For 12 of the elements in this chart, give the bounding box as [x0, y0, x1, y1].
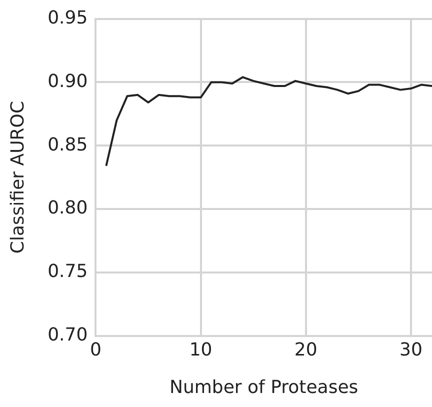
x-axis-title: Number of Proteases [170, 376, 358, 398]
y-tick-label: 0.70 [48, 324, 88, 346]
x-tick-label: 30 [400, 339, 422, 360]
y-tick-label: 0.80 [48, 198, 88, 219]
y-tick-label: 0.85 [48, 134, 88, 156]
x-tick-label: 10 [189, 339, 212, 360]
x-tick-label: 20 [294, 339, 318, 360]
y-tick-label: 0.75 [48, 261, 88, 282]
y-tick-label: 0.95 [48, 7, 88, 28]
x-tick-label: 0 [90, 339, 102, 360]
y-axis-title: Classifier AUROC [7, 100, 28, 254]
y-tick-label: 0.90 [48, 70, 88, 92]
